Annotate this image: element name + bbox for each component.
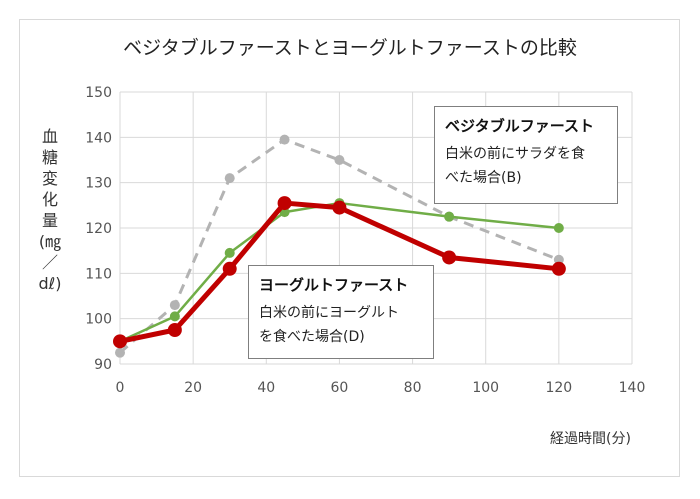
x-tick-label: 20	[184, 380, 202, 396]
annotation-yogurt-line-1: 白米の前にヨーグルト	[259, 305, 399, 321]
x-tick-label: 0	[116, 380, 125, 396]
annotation-vegetable-title: ベジタブルファースト	[445, 117, 594, 135]
x-tick-label: 100	[472, 380, 499, 396]
x-axis-label: 経過時間(分)	[550, 431, 631, 447]
series-2-point	[167, 323, 182, 337]
series-0-point	[334, 155, 345, 165]
x-tick-label: 60	[331, 380, 349, 396]
chart-title: ベジタブルファーストとヨーグルトファーストの比較	[123, 37, 577, 59]
series-1-point	[553, 223, 564, 233]
series-2-point	[277, 196, 292, 211]
series-2-point	[332, 200, 347, 215]
y-tick-label: 140	[85, 130, 112, 146]
x-tick-label: 40	[257, 380, 275, 396]
series-0-point	[279, 134, 290, 145]
y-tick-label: 130	[85, 176, 112, 192]
series-1-point	[444, 211, 455, 222]
y-tick-label: 90	[94, 357, 112, 373]
series-1-point	[169, 311, 180, 322]
y-tick-label: 100	[85, 312, 112, 328]
y-tick-label: 120	[85, 221, 112, 237]
series-2-point	[551, 261, 566, 276]
annotation-yogurt-line-2: を食べた場合(D)	[259, 329, 365, 345]
series-2-point	[442, 250, 457, 265]
series-0-point	[169, 300, 180, 311]
series-0-point	[224, 173, 235, 184]
x-tick-label: 120	[545, 380, 572, 396]
chart-frame	[19, 19, 680, 477]
series-0-point	[115, 347, 125, 358]
y-tick-label: 110	[85, 266, 112, 282]
annotation-yogurt-first: ヨーグルトファースト 白米の前にヨーグルト を食べた場合(D)	[248, 265, 434, 359]
series-1-point	[224, 247, 235, 258]
series-2-point	[113, 334, 127, 349]
x-tick-label: 80	[404, 380, 422, 396]
annotation-vegetable-line-1: 白米の前にサラダを食	[445, 146, 585, 162]
x-tick-label: 140	[619, 380, 646, 396]
y-tick-label: 150	[85, 85, 112, 101]
annotation-yogurt-title: ヨーグルトファースト	[259, 276, 409, 294]
series-2-point	[222, 261, 237, 276]
y-axis-label: 血糖変化量(㎎／dℓ)	[38, 127, 62, 293]
series-0-point	[553, 254, 564, 265]
annotation-vegetable-first: ベジタブルファースト 白米の前にサラダを食 べた場合(B)	[434, 106, 618, 204]
annotation-vegetable-line-2: べた場合(B)	[445, 170, 522, 186]
